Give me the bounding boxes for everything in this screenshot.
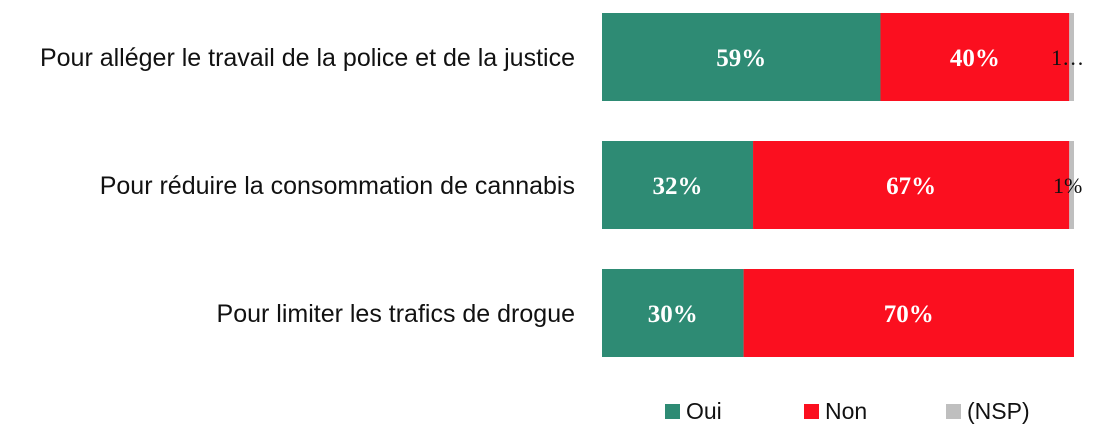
legend-swatch xyxy=(665,404,680,419)
bar-segment-non xyxy=(753,141,1070,229)
bar-segment-oui xyxy=(602,269,744,357)
bar-segment-oui xyxy=(602,13,881,101)
legend-entry: (NSP) xyxy=(967,398,1030,424)
data-label: 67% xyxy=(886,173,936,200)
bar-segment-nsp xyxy=(1069,13,1074,101)
category-label: Pour alléger le travail de la police et … xyxy=(40,44,575,72)
legend-entry: Non xyxy=(825,398,867,424)
category-label: Pour réduire la consommation de cannabis xyxy=(100,172,575,200)
data-label: 1… xyxy=(1051,45,1084,70)
data-label: 1% xyxy=(1053,173,1082,198)
category-label: Pour limiter les trafics de drogue xyxy=(217,300,575,328)
data-label: 70% xyxy=(884,301,934,328)
data-label: 32% xyxy=(653,173,703,200)
data-label: 30% xyxy=(648,301,698,328)
bar-segment-oui xyxy=(602,141,754,229)
bar-segment-non xyxy=(743,269,1074,357)
bar-segment-nsp xyxy=(1069,141,1074,229)
data-label: 40% xyxy=(950,45,1000,72)
legend-swatch xyxy=(946,404,961,419)
data-label: 59% xyxy=(716,45,766,72)
bar-segment-non xyxy=(880,13,1070,101)
legend-entry: Oui xyxy=(686,398,722,424)
legend-swatch xyxy=(804,404,819,419)
